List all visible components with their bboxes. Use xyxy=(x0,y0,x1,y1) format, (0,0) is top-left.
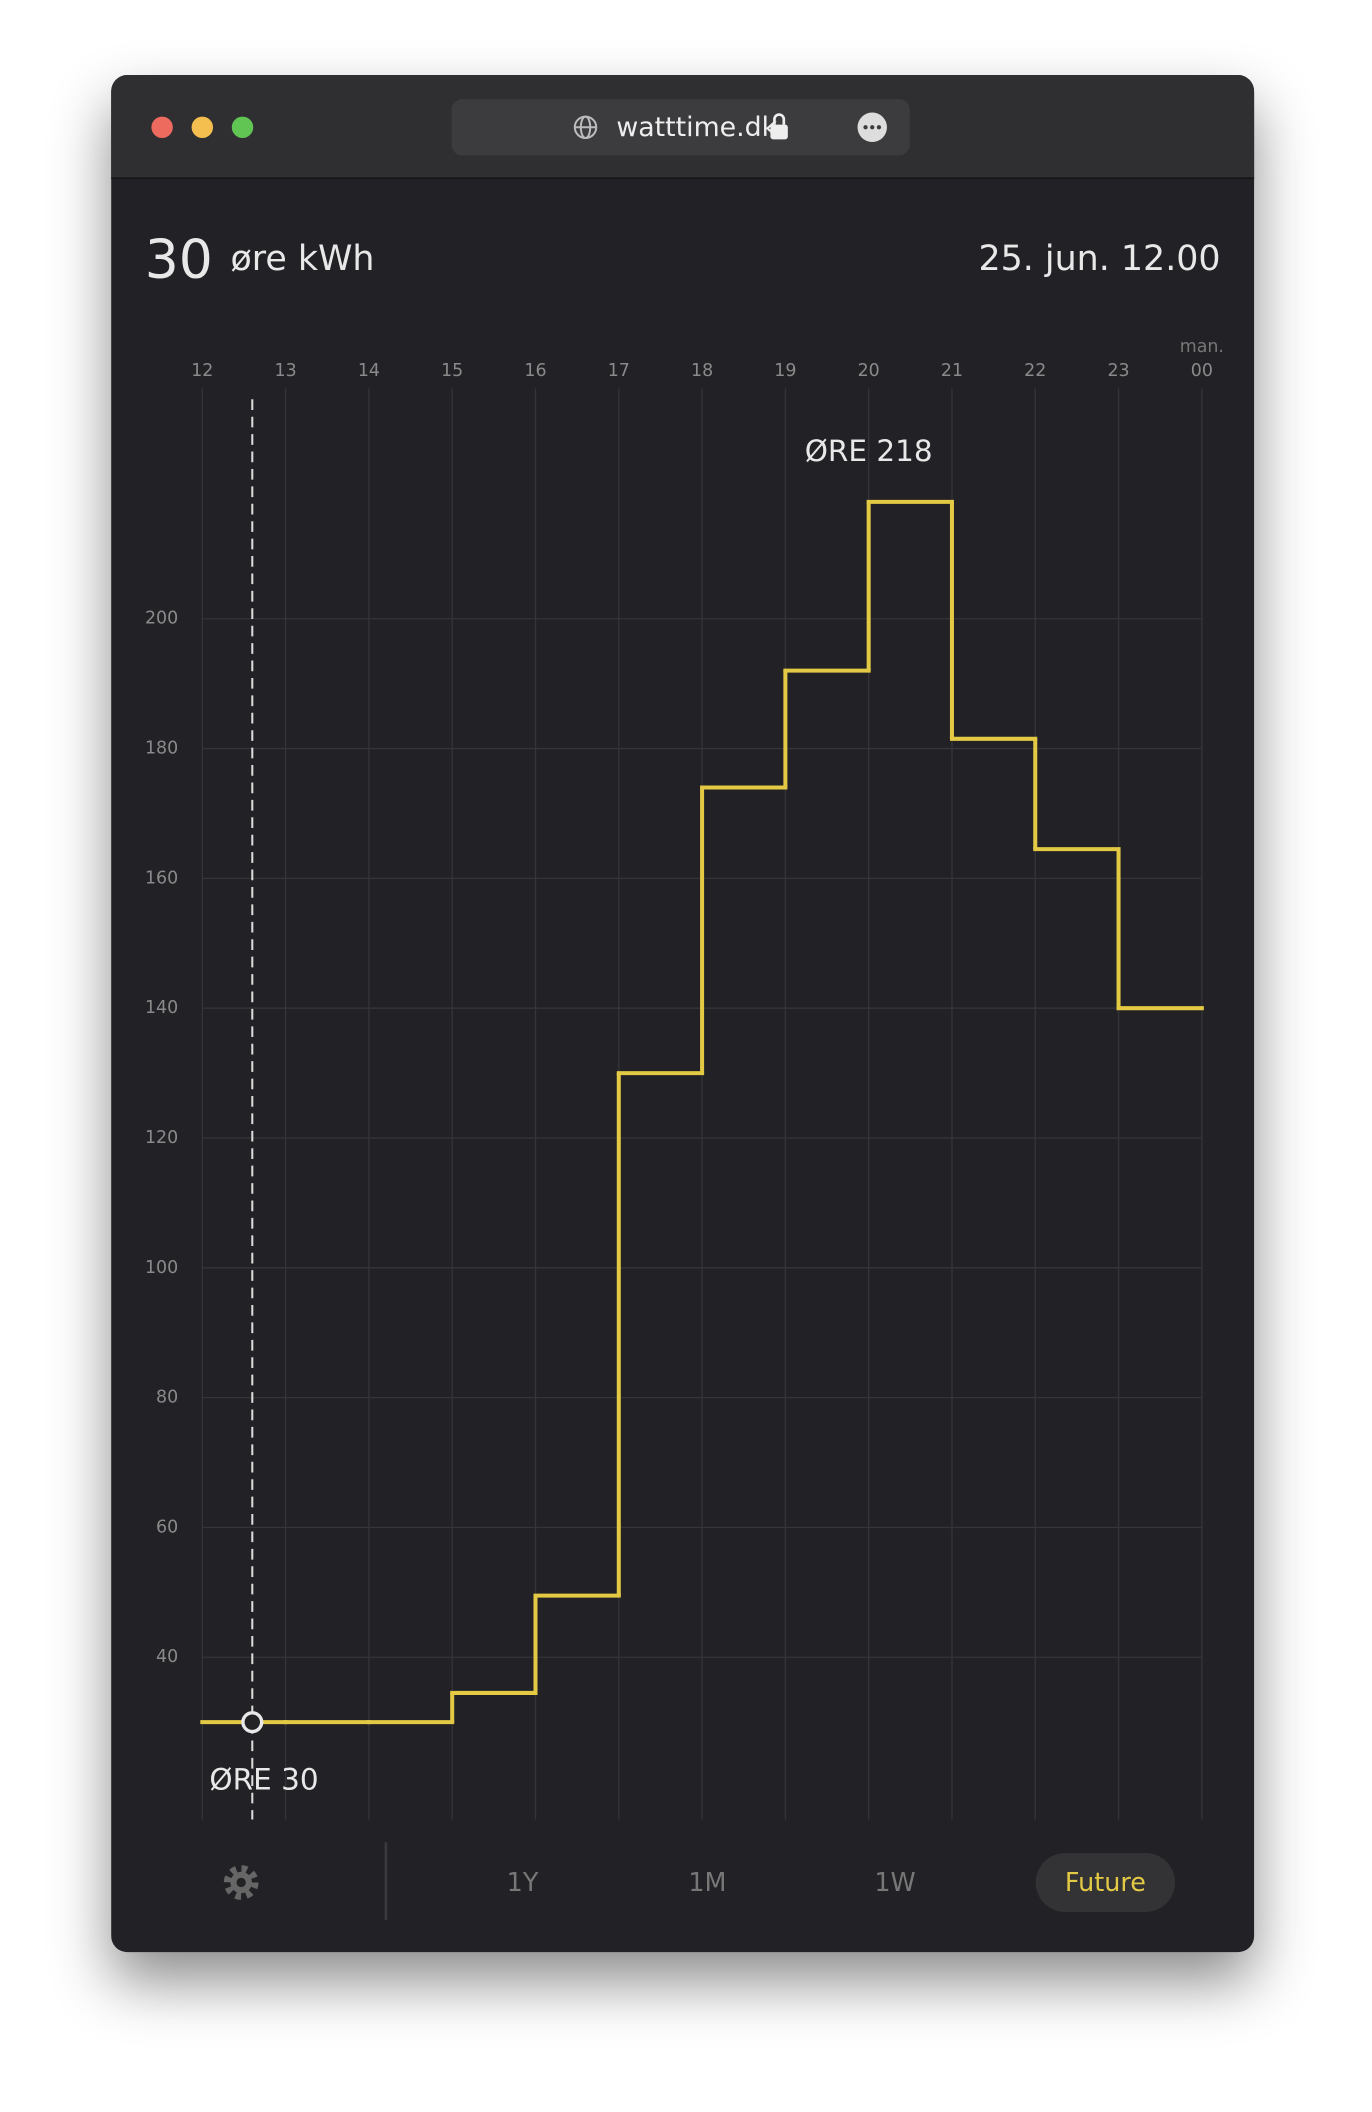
y-tick-label: 80 xyxy=(156,1388,178,1408)
range-button[interactable]: 1Y xyxy=(507,1868,539,1898)
x-tick-label: 16 xyxy=(524,361,546,381)
settings-button[interactable] xyxy=(223,1865,259,1900)
lock-icon xyxy=(770,113,788,140)
zoom-button[interactable] xyxy=(231,116,254,139)
x-tick-label: 15 xyxy=(441,361,463,381)
minimize-button[interactable] xyxy=(191,116,214,139)
y-tick-label: 120 xyxy=(145,1128,178,1148)
y-tick-label: 180 xyxy=(145,739,178,759)
window xyxy=(111,75,1255,1953)
y-tick-label: 140 xyxy=(145,998,178,1018)
x-tick-label: 21 xyxy=(941,361,963,381)
x-tick-label: 22 xyxy=(1024,361,1046,381)
x-tick-label: 23 xyxy=(1107,361,1129,381)
nav-bar: 1Y 1M 1W Future xyxy=(223,1842,1176,1920)
close-button[interactable] xyxy=(151,116,173,139)
y-tick-label: 60 xyxy=(156,1517,178,1537)
globe-icon xyxy=(573,115,598,140)
x-tick-label: 19 xyxy=(774,361,796,381)
x-tick-label: 00 xyxy=(1191,361,1213,381)
range-button[interactable]: 1W xyxy=(874,1868,915,1898)
y-tick-label: 100 xyxy=(145,1258,178,1278)
cursor-label: ØRE 30 xyxy=(209,1763,318,1797)
x-tick-label: 14 xyxy=(358,361,380,381)
chart: 40 60 80 100 120 140 160 180 200 12 13 14 15 16 17 18 19… xyxy=(145,337,1224,1820)
range-button[interactable]: 1M xyxy=(688,1868,726,1898)
active-pill xyxy=(1035,1853,1176,1912)
address-bar[interactable] xyxy=(451,99,910,156)
y-tick-label: 200 xyxy=(145,609,178,629)
x-tick-label: 20 xyxy=(858,361,880,381)
x-tick-label: 17 xyxy=(608,361,630,381)
datetime: 25. jun. 12.00 xyxy=(978,239,1220,279)
range-button[interactable]: Future xyxy=(1065,1868,1146,1898)
x-tick-label: 18 xyxy=(691,361,713,381)
more-button[interactable] xyxy=(857,112,887,143)
price-unit: øre kWh xyxy=(230,239,374,279)
y-tick-label: 40 xyxy=(156,1647,178,1667)
day-label: man. xyxy=(1180,337,1224,357)
current-price: 30 xyxy=(145,227,213,290)
x-tick-label: 12 xyxy=(191,361,213,381)
x-tick-label: 13 xyxy=(275,361,297,381)
cursor-point xyxy=(241,1711,264,1734)
y-tick-label: 160 xyxy=(145,868,178,888)
peak-label: ØRE 218 xyxy=(805,434,933,468)
url: watttime.dk xyxy=(616,112,777,143)
